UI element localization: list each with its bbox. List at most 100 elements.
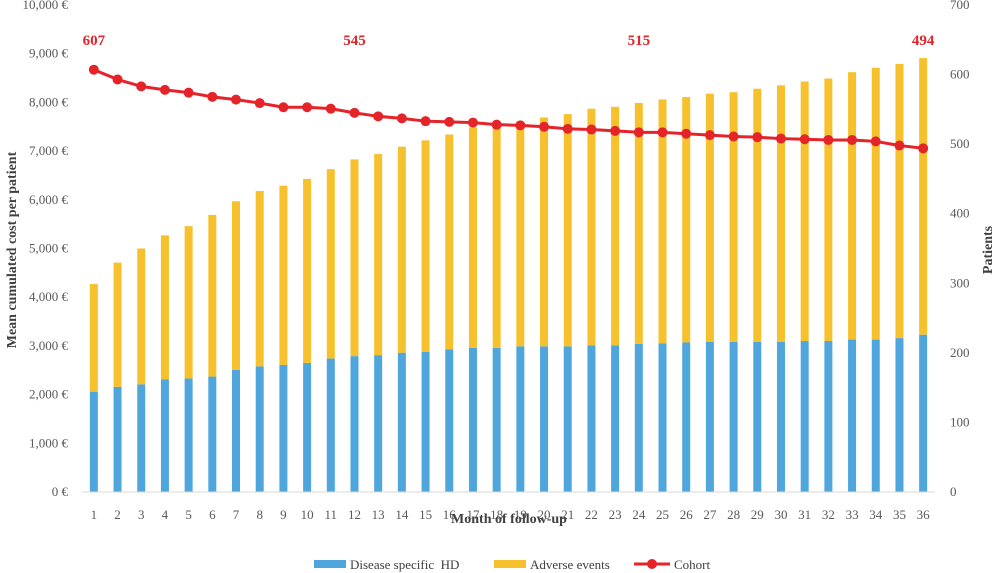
legend: Disease specific HD Adverse events Cohor… [314,557,711,572]
x-tick-label: 16 [443,507,457,522]
y-tick-label: 6,000 € [29,192,69,207]
bar-adverse-events [350,159,359,357]
x-axis-title: Month of follow-up [451,512,567,527]
x-tick-label: 29 [751,507,764,522]
cohort-point [823,134,834,145]
cohort-point [349,107,360,118]
bar-adverse-events [682,97,691,343]
x-tick-label: 23 [609,507,622,522]
x-tick-label: 28 [727,507,740,522]
y-tick-label: 0 € [52,484,69,499]
x-tick-label: 7 [233,507,240,522]
x-tick-label: 31 [798,507,811,522]
bar-adverse-events [89,284,98,392]
bar-disease-specific-hd [208,376,217,492]
cohort-point [752,132,763,143]
bar-series [89,58,928,492]
bar-disease-specific-hd [397,352,406,492]
bar-disease-specific-hd [729,342,738,492]
bar-adverse-events [255,191,264,367]
x-tick-label: 36 [917,507,931,522]
cohort-point [539,121,550,132]
bar-disease-specific-hd [824,341,833,492]
y-tick-label: 9,000 € [29,46,69,61]
cohort-annotation: 545 [343,33,366,49]
bar-disease-specific-hd [919,334,928,492]
bar-adverse-events [563,114,572,347]
bar-disease-specific-hd [232,369,241,492]
y-axis-title: Mean cumulated cost per patient [5,151,20,348]
x-tick-label: 21 [561,507,574,522]
bar-disease-specific-hd [184,378,193,492]
cohort-point [633,127,644,138]
cohort-point [278,102,289,113]
bar-adverse-events [611,106,620,346]
cohort-point [112,74,123,85]
bar-disease-specific-hd [421,351,430,492]
bar-disease-specific-hd [113,386,122,492]
legend-swatch-adverse-events [494,560,526,568]
x-tick-label: 13 [372,507,385,522]
x-tick-label: 15 [419,507,432,522]
cohort-line [88,64,929,154]
bar-adverse-events [729,92,738,343]
bar-adverse-events [848,72,857,340]
legend-swatch-cohort-marker [647,559,657,569]
bar-adverse-events [634,102,643,344]
cohort-point [444,116,455,127]
cohort-point [302,102,313,113]
legend-label-adverse-events: Adverse events [530,557,610,572]
y2-axis-title: Patients [981,225,996,274]
cohort-point [183,87,194,98]
bar-adverse-events [113,262,122,387]
bar-adverse-events [445,134,454,350]
cohort-point [870,136,881,147]
bar-adverse-events [658,99,667,344]
bar-disease-specific-hd [634,343,643,492]
bar-adverse-events [279,185,288,365]
cohort-point [775,133,786,144]
cohort-point [231,94,242,105]
bar-disease-specific-hd [705,342,714,492]
bar-adverse-events [776,85,785,343]
cohort-point [799,134,810,145]
bar-adverse-events [824,78,833,342]
bar-adverse-events [895,63,904,339]
bar-disease-specific-hd [587,345,596,492]
x-tick-label: 18 [490,507,503,522]
cohort-point [420,116,431,127]
cohort-point [918,143,929,154]
y2-tick-label: 700 [950,0,970,12]
bar-adverse-events [516,121,525,347]
cohort-point [159,84,170,95]
y-tick-label: 2,000 € [29,387,69,402]
bar-disease-specific-hd [326,358,335,492]
bar-adverse-events [871,67,880,340]
x-tick-label: 22 [585,507,598,522]
x-tick-label: 1 [91,507,98,522]
cohort-point [207,91,218,102]
bar-disease-specific-hd [350,356,359,492]
cohort-point [562,123,573,134]
bar-disease-specific-hd [895,338,904,492]
cohort-point [657,127,668,138]
x-tick-label: 34 [869,507,883,522]
cohort-point [467,117,478,128]
bar-disease-specific-hd [516,346,525,492]
x-tick-label: 12 [348,507,361,522]
left-axis-ticks: 0 € 1,000 € 2,000 € 3,000 € 4,000 € 5,000 € 6,… [23,0,69,499]
cohort-point [586,124,597,135]
cohort-point [254,98,265,109]
cohort-annotation: 494 [912,33,935,49]
annotations: 607 545 515 494 [83,33,935,49]
bar-disease-specific-hd [658,343,667,492]
bar-disease-specific-hd [279,364,288,492]
cohort-point [515,120,526,131]
cohort-point [847,134,858,145]
x-tick-label: 26 [680,507,694,522]
cohort-point [373,111,384,122]
bar-disease-specific-hd [848,339,857,492]
bar-adverse-events [397,146,406,353]
bar-disease-specific-hd [540,346,549,492]
